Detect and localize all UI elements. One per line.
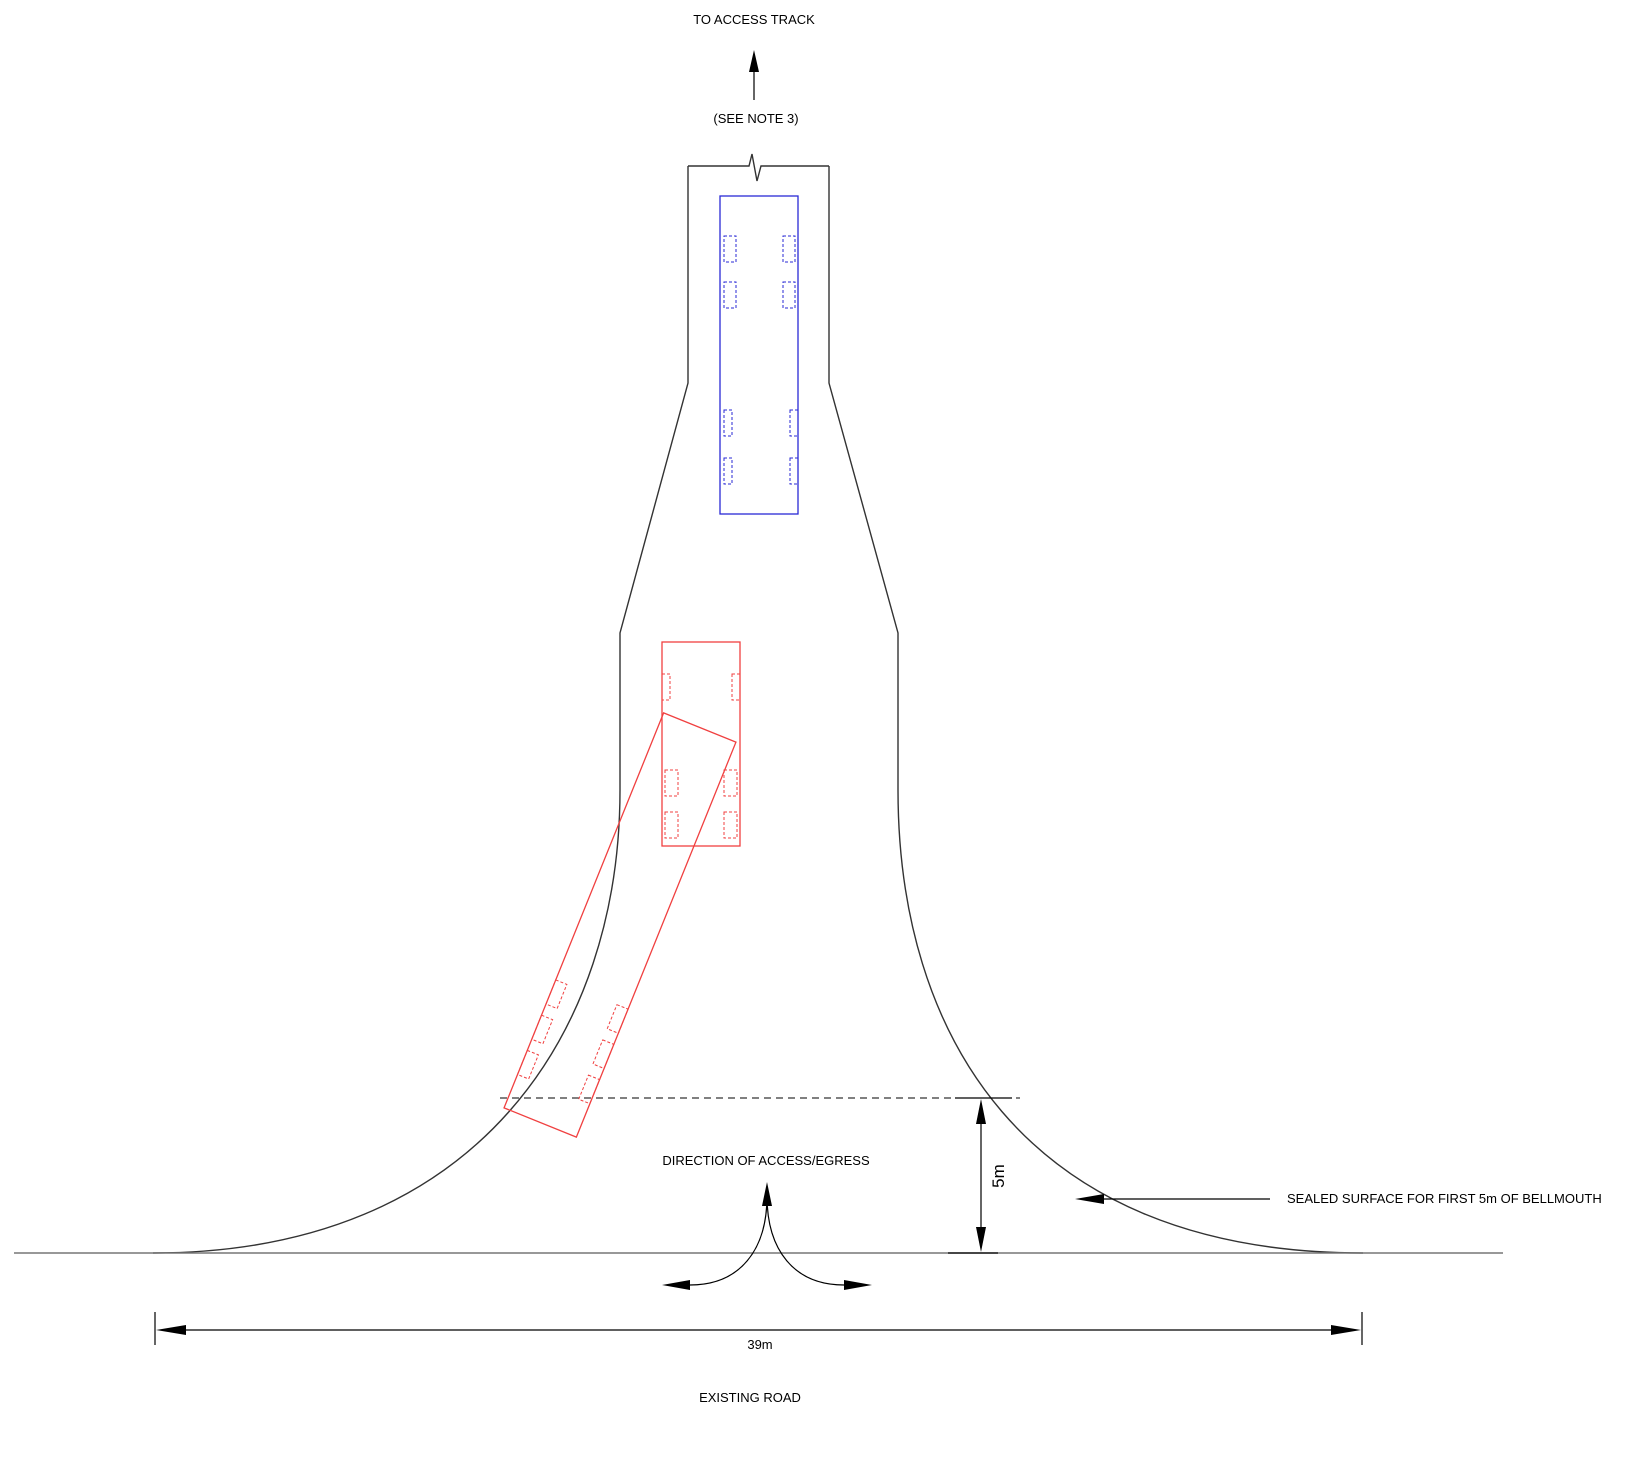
to-access-track-arrow bbox=[749, 50, 759, 100]
bellmouth-outline bbox=[152, 153, 1364, 1254]
direction-label: DIRECTION OF ACCESS/EGRESS bbox=[662, 1153, 870, 1168]
rigid-vehicle-body bbox=[719, 195, 799, 515]
to-access-track-label: TO ACCESS TRACK bbox=[693, 12, 815, 27]
width-dimension-label: 39m bbox=[747, 1337, 772, 1352]
break-line bbox=[688, 153, 829, 182]
tractor-unit-wheels bbox=[661, 673, 741, 839]
sealed-surface-label: SEALED SURFACE FOR FIRST 5m OF BELLMOUTH bbox=[1287, 1191, 1602, 1206]
direction-arrows bbox=[662, 1182, 872, 1290]
trailer-wheels bbox=[516, 979, 629, 1105]
tractor-unit-body bbox=[661, 641, 741, 847]
sealed-surface-callout-arrow bbox=[1075, 1194, 1270, 1204]
right-edge bbox=[828, 166, 1364, 1254]
rigid-vehicle bbox=[719, 195, 799, 515]
rigid-vehicle-wheels bbox=[723, 235, 799, 485]
trailer-body bbox=[503, 712, 737, 1138]
existing-road-label: EXISTING ROAD bbox=[699, 1390, 801, 1405]
width-dimension bbox=[154, 1312, 1363, 1345]
depth-dimension-label: 5m bbox=[989, 1164, 1008, 1188]
depth-dimension bbox=[948, 1097, 1012, 1254]
articulated-vehicle bbox=[503, 641, 741, 1138]
left-edge bbox=[152, 166, 689, 1254]
see-note-label: (SEE NOTE 3) bbox=[713, 111, 798, 126]
